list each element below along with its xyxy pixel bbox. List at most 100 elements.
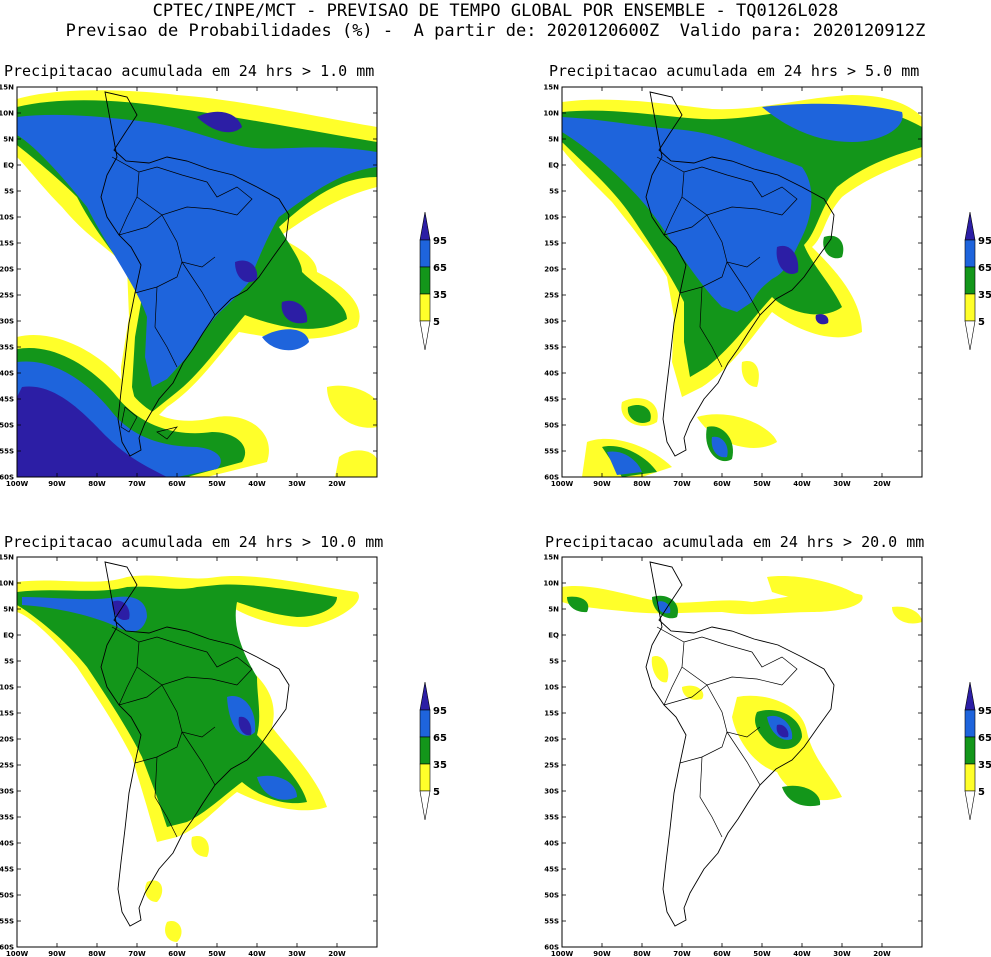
colorbar-label: 65 (433, 733, 447, 744)
lon-label: 80W (88, 480, 106, 488)
colorbar-segment (419, 266, 431, 295)
lat-label: 40S (0, 370, 14, 378)
subtitle: Previsao de Probabilidades (%) - A parti… (65, 21, 926, 41)
lat-label: 15N (0, 554, 14, 562)
lat-label: 60S (0, 474, 14, 482)
map-panel-2: 15N 10N 5N EQ 5S 10S 15S 20S 25S 30S 35S 40S 45S 50S 5… (543, 84, 923, 488)
colorbar-label: 65 (978, 733, 991, 744)
lat-label: 15N (543, 84, 559, 92)
colorbar-4: 5 35 65 95 (964, 681, 991, 821)
lon-label: 50W (208, 480, 226, 488)
lat-label: 30S (0, 318, 14, 326)
colorbar-label: 5 (978, 787, 985, 798)
lat-label: 40S (0, 840, 14, 848)
lat-label: 60S (544, 944, 559, 952)
lat-label: 35S (0, 814, 14, 822)
lat-label: 5N (548, 136, 559, 144)
lat-label: 10S (0, 214, 14, 222)
lon-label: 20W (873, 950, 891, 957)
colorbar-segment (964, 293, 976, 322)
colorbar-bottom-arrow (419, 790, 431, 821)
colorbar-label: 95 (978, 706, 991, 717)
lat-label: 60S (0, 944, 14, 952)
lat-label: 30S (544, 788, 559, 796)
lon-label: 40W (248, 950, 266, 957)
lat-label: 35S (0, 344, 14, 352)
lon-label: 60W (713, 480, 731, 488)
lat-label: 10N (543, 580, 559, 588)
colorbar-label: 95 (433, 706, 447, 717)
lat-label: EQ (548, 162, 559, 170)
colorbar-label: 65 (433, 263, 447, 274)
panel-3-title: Precipitacao acumulada em 24 hrs > 10.0 … (4, 533, 384, 551)
lat-label: 10S (0, 684, 14, 692)
lon-label: 90W (48, 480, 66, 488)
lon-label: 50W (753, 480, 771, 488)
lon-label: 80W (633, 950, 651, 957)
lat-label: 20S (544, 266, 559, 274)
colorbar-segment (964, 736, 976, 765)
colorbar-segment (419, 239, 431, 268)
lat-label: 15N (543, 554, 559, 562)
lat-label: 25S (544, 292, 559, 300)
panel-4-title: Precipitacao acumulada em 24 hrs > 20.0 … (545, 533, 925, 551)
lat-label: 50S (0, 422, 14, 430)
lat-label: EQ (548, 632, 559, 640)
colorbar-label: 95 (433, 236, 447, 247)
lon-label: 40W (793, 950, 811, 957)
colorbar-bottom-arrow (964, 320, 976, 351)
colorbar-segment (419, 293, 431, 322)
lat-label: 15N (0, 84, 14, 92)
lat-label: 50S (0, 892, 14, 900)
colorbar-label: 35 (978, 290, 991, 301)
lat-label: 10N (0, 580, 14, 588)
lon-label: 20W (328, 950, 346, 957)
lat-label: 55S (0, 918, 14, 926)
colorbar-segment (964, 709, 976, 738)
lat-label: 5S (4, 658, 14, 666)
map-panel-3: 15N 10N 5N EQ 5S 10S 15S 20S 25S 30S 35S 40S 45S 50S 5… (0, 554, 378, 957)
lat-label: 5S (549, 188, 559, 196)
colorbar-label: 5 (978, 317, 985, 328)
lat-label: 45S (0, 866, 14, 874)
lon-label: 100W (551, 950, 574, 957)
lon-label: 30W (288, 950, 306, 957)
lat-label: 20S (0, 736, 14, 744)
lat-label: 55S (544, 448, 559, 456)
lat-label: 45S (544, 866, 559, 874)
colorbar-top-arrow (964, 211, 976, 241)
lon-label: 90W (48, 950, 66, 957)
panel-1-title: Precipitacao acumulada em 24 hrs > 1.0 m… (4, 62, 375, 80)
lon-label: 60W (168, 480, 186, 488)
lat-label: 5S (549, 658, 559, 666)
lon-label: 30W (833, 480, 851, 488)
lat-label: 60S (544, 474, 559, 482)
colorbar-bottom-arrow (964, 790, 976, 821)
colorbar-top-arrow (419, 681, 431, 711)
lat-label: 40S (544, 370, 559, 378)
lat-label: 15S (544, 240, 559, 248)
lat-label: 25S (544, 762, 559, 770)
lat-label: 55S (544, 918, 559, 926)
map-panel-4: 15N 10N 5N EQ 5S 10S 15S 20S 25S 30S 35S 40S 45S 50S 5… (543, 554, 923, 957)
lon-label: 100W (6, 480, 29, 488)
lat-label: 10S (544, 214, 559, 222)
lat-label: 50S (544, 422, 559, 430)
lat-label: 15S (0, 240, 14, 248)
lon-label: 70W (128, 480, 146, 488)
lon-label: 80W (88, 950, 106, 957)
lat-label: 55S (0, 448, 14, 456)
lat-label: 35S (544, 344, 559, 352)
colorbar-label: 65 (978, 263, 991, 274)
lat-label: 15S (0, 710, 14, 718)
lat-label: 5N (3, 606, 14, 614)
lat-label: 20S (0, 266, 14, 274)
colorbar-segment (419, 763, 431, 792)
panel-2-title: Precipitacao acumulada em 24 hrs > 5.0 m… (549, 62, 920, 80)
lat-label: 45S (544, 396, 559, 404)
lat-label: 15S (544, 710, 559, 718)
main-title: CPTEC/INPE/MCT - PREVISAO DE TEMPO GLOBA… (152, 1, 839, 21)
lat-label: 5N (3, 136, 14, 144)
colorbar-label: 5 (433, 787, 440, 798)
colorbar-segment (964, 239, 976, 268)
